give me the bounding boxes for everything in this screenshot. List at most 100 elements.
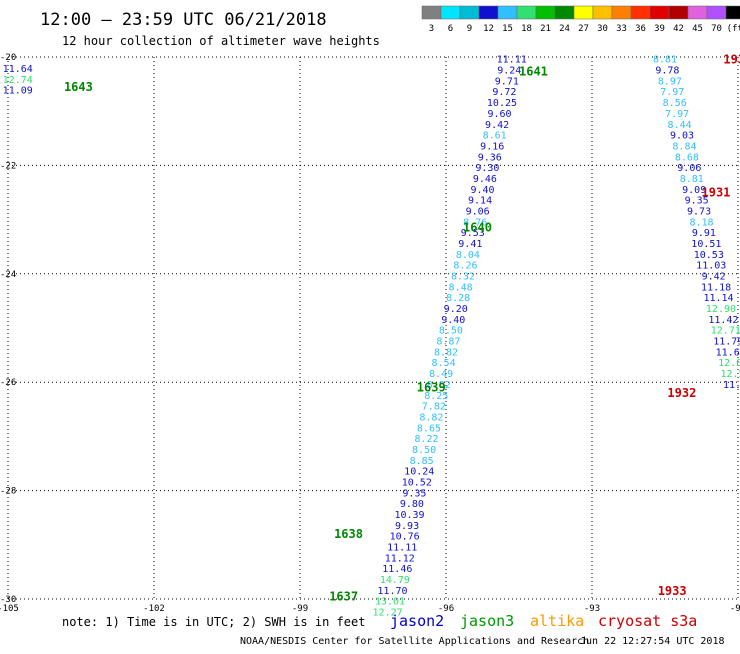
wave-height-value: 9.73 [687,206,711,217]
wave-height-value: 8.26 [453,261,477,272]
chart-title: 12:00 – 23:59 UTC 06/21/2018 [40,10,327,30]
colorbar-swatch [459,5,480,20]
colorbar-label: 27 [578,24,589,34]
colorbar-swatch [668,5,689,20]
wave-height-value: 8.97 [658,76,682,87]
colorbar-label: 18 [521,24,532,34]
wave-height-value: 13.01 [375,597,405,608]
wave-height-value: 10.24 [404,467,434,478]
wave-height-value: 11.64 [3,64,33,75]
wave-height-value: 11.42 [708,315,738,326]
colorbar-label: 36 [635,24,646,34]
wave-height-value: 9.14 [468,196,492,207]
wave-height-value: 8.84 [672,141,696,152]
wave-height-value: 8.49 [429,369,453,380]
satellite-legend: jason2 jason3 altika cryosat s3a [390,612,697,630]
wave-height-value: 9.40 [441,315,465,326]
x-tick-label: -99 [292,604,308,614]
colorbar-label: 45 [692,24,703,34]
y-tick-label: -20 [0,53,16,63]
pass-number-label: 1932 [667,386,696,400]
wave-height-value: 9.46 [473,174,497,185]
wave-height-value: 9.91 [692,228,716,239]
footer-timestamp: Jun 22 12:27:54 UTC 2018 [580,636,725,647]
colorbar-label: 70 [711,24,722,34]
wave-height-value: 8.28 [446,293,470,304]
wave-height-value: 10.53 [694,250,724,261]
colorbar-label: 33 [616,24,627,34]
wave-height-value: 9.06 [466,206,490,217]
colorbar-label: 12 [483,24,494,34]
pass-number-label: 1638 [334,527,363,541]
wave-height-value: 11.18 [701,282,731,293]
wave-height-value: 8.04 [456,250,480,261]
y-tick-label: -22 [0,161,16,171]
colorbar-swatch [706,5,727,20]
wave-height-value: 9.09 [682,185,706,196]
wave-height-value: 10.51 [691,239,721,250]
wave-height-value: 9.35 [402,488,426,499]
wave-height-value: 11.46 [382,564,412,575]
wave-height-value: 9.16 [480,141,504,152]
colorbar-swatch [687,5,708,20]
satellite-name: jason3 [460,612,514,630]
colorbar-label: 30 [597,24,608,34]
wave-height-value: 8.82 [434,347,458,358]
plot-area: -20 -22 -24 -26 -28 -30-105 -102 -99 -96 -93 -90 11… [0,53,740,619]
wave-height-value: 12.59 [721,369,740,380]
footer-note: note: 1) Time is in UTC; 2) SWH is in fe… [62,615,365,629]
x-tick-label: -90 [730,604,740,614]
wave-height-value: 9.53 [461,228,485,239]
pass-number-label: 1640 [463,221,492,235]
satellite-name: cryosat s3a [598,612,697,630]
colorbar-swatch [554,5,575,20]
wave-height-value: 9.72 [492,87,516,98]
wave-height-value: 8.76 [463,217,487,228]
colorbar-label: 9 [467,24,472,34]
colorbar-swatch [573,5,594,20]
wave-height-value: 7.82 [422,402,446,413]
wave-height-value: 11.62 [716,347,740,358]
colorbar-swatch [592,5,613,20]
wave-height-value: 9.71 [495,76,519,87]
wave-height-value: 8.87 [436,337,460,348]
wave-height-value: 11.11 [387,543,417,554]
wave-height-value: 8.56 [663,98,687,109]
wave-height-value: 10.76 [390,532,420,543]
colorbar-swatch [516,5,537,20]
wave-height-value: 12.74 [3,75,33,86]
wave-height-value: 8.18 [689,217,713,228]
colorbar-swatch [497,5,518,20]
wave-height-value: 9.42 [702,272,726,283]
colorbar-label: 15 [502,24,513,34]
wave-height-value: 8.68 [675,152,699,163]
pass-number-label: 1641 [519,65,548,79]
wave-height-value: 8.44 [668,120,692,131]
wave-height-value: 8.81 [680,174,704,185]
wave-height-value: 9.06 [677,163,701,174]
wave-height-value: 9.80 [400,499,424,510]
wave-height-value: 8.50 [412,445,436,456]
y-tick-label: -28 [0,487,16,497]
wave-height-value: 11.11 [497,55,527,66]
x-tick-label: -96 [438,604,454,614]
wave-height-value: 11.03 [696,261,726,272]
wave-height-value: 12.71 [711,326,740,337]
satellite-name: altika [530,612,584,630]
wave-height-value: 9.78 [655,66,679,77]
pass-number-label: 1931 [702,186,731,200]
wave-height-value: 9.40 [470,185,494,196]
wave-height-value: 9.30 [475,163,499,174]
x-tick-label: -105 [0,604,19,614]
pass-number-label: 1643 [64,80,93,94]
wave-height-value: 8.82 [427,380,451,391]
wave-height-value: 11.44 [723,380,740,391]
wave-height-value: 8.61 [483,131,507,142]
colorbar-swatch [611,5,632,20]
wave-height-value: 8.48 [449,282,473,293]
wave-height-value: 12.90 [706,304,736,315]
wave-height-value: 9.41 [458,239,482,250]
satellite-name: jason2 [390,612,444,630]
